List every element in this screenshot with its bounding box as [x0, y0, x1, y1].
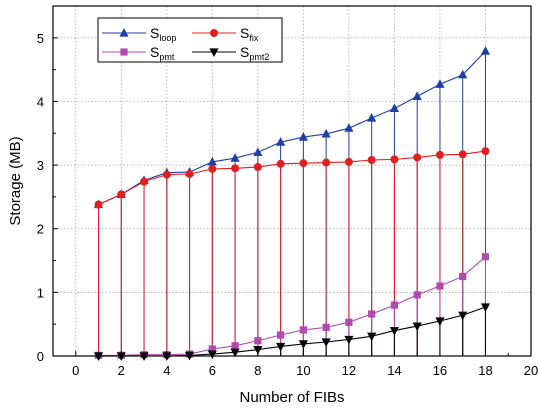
data-point-fix — [185, 170, 194, 178]
data-point-pmt2 — [276, 342, 286, 352]
data-point-pmt — [459, 272, 467, 281]
data-point-fix — [390, 155, 399, 164]
x-tick-label: 2 — [118, 363, 125, 378]
data-point-pmt2 — [367, 332, 377, 342]
data-point-fix — [162, 170, 171, 179]
y-axis-label: Storage (MB) — [7, 136, 24, 225]
x-tick-label: 0 — [72, 363, 79, 378]
data-point-loop — [458, 69, 468, 79]
data-point-fix — [208, 164, 217, 173]
data-point-loop — [230, 153, 240, 162]
data-point-fix — [94, 200, 103, 209]
data-point-pmt — [481, 253, 490, 261]
x-tick-label: 16 — [433, 363, 447, 378]
data-point-loop — [480, 46, 491, 55]
legend-label-loop: Sloop — [150, 25, 176, 43]
legend-label-fix: Sfix — [240, 25, 259, 43]
y-tick-label: 0 — [37, 349, 44, 364]
data-point-pmt2 — [116, 352, 126, 361]
data-point-pmt — [208, 345, 216, 353]
data-point-loop — [344, 123, 354, 132]
legend-label-pmt2: Spmt2 — [240, 44, 269, 62]
series-line-pmt — [98, 256, 486, 356]
y-tick-label: 4 — [37, 94, 44, 109]
series-line-fix — [98, 150, 486, 206]
data-point-pmt — [231, 342, 239, 350]
data-point-pmt2 — [435, 317, 445, 326]
data-point-pmt — [277, 331, 285, 339]
data-point-loop — [435, 79, 445, 88]
x-axis-label: Number of FIBs — [239, 389, 344, 406]
legend-marker-pmt — [120, 48, 128, 56]
data-point-pmt — [436, 282, 444, 290]
data-point-loop — [412, 91, 422, 100]
data-point-pmt2 — [458, 311, 468, 321]
data-point-pmt — [299, 326, 307, 334]
data-point-fix — [253, 163, 262, 171]
data-point-pmt2 — [480, 303, 491, 312]
data-point-loop — [298, 132, 308, 141]
data-point-pmt — [322, 323, 330, 331]
data-point-fix — [276, 159, 285, 168]
legend-box — [97, 17, 283, 63]
series-lines — [98, 50, 486, 357]
data-point-loop — [253, 147, 263, 156]
data-point-pmt2 — [139, 352, 149, 361]
data-point-pmt — [390, 301, 399, 309]
x-tick-label: 20 — [524, 363, 538, 378]
plot-frame — [52, 5, 532, 357]
legend-label-pmt: Spmt — [150, 44, 175, 62]
y-tick-label: 5 — [37, 31, 44, 46]
series-markers — [93, 46, 491, 361]
data-point-fix — [231, 164, 240, 173]
data-point-fix — [367, 156, 376, 164]
x-tick-label: 6 — [209, 363, 216, 378]
data-point-pmt — [413, 291, 421, 299]
data-point-pmt2 — [298, 340, 308, 349]
x-tick-label: 12 — [342, 363, 356, 378]
data-point-fix — [117, 190, 126, 199]
y-tick-label: 1 — [37, 285, 44, 300]
data-point-loop — [389, 103, 400, 113]
x-tick-label: 18 — [478, 363, 492, 378]
series-line-pmt2 — [98, 306, 486, 357]
data-point-fix — [458, 150, 467, 159]
data-point-fix — [435, 150, 444, 159]
data-point-pmt2 — [389, 326, 400, 336]
data-point-pmt2 — [230, 348, 240, 358]
legend-marker-fix — [210, 29, 218, 37]
data-point-loop — [321, 128, 331, 138]
data-point-pmt — [254, 337, 262, 345]
data-point-pmt2 — [162, 352, 172, 361]
data-point-loop — [207, 156, 217, 166]
data-point-fix — [481, 147, 490, 156]
data-point-fix — [140, 177, 149, 186]
y-tick-label: 3 — [37, 158, 44, 173]
legend: Sloop Sfix Spmt Spmt2 — [97, 17, 283, 63]
data-point-fix — [344, 157, 353, 166]
x-tick-label: 4 — [163, 363, 170, 378]
drop-lines — [98, 51, 486, 356]
data-point-pmt2 — [412, 322, 422, 332]
data-point-pmt — [345, 318, 353, 326]
data-point-pmt2 — [253, 346, 263, 355]
data-point-pmt2 — [93, 352, 104, 361]
legend-marker-loop — [119, 28, 129, 37]
data-point-loop — [276, 137, 286, 146]
x-tick-label: 8 — [254, 363, 261, 378]
data-point-fix — [322, 158, 331, 167]
data-point-fix — [413, 153, 422, 162]
x-tick-label: 14 — [387, 363, 401, 378]
series-line-loop — [98, 50, 486, 206]
y-tick-label: 2 — [37, 222, 44, 237]
data-point-fix — [299, 159, 308, 168]
data-point-pmt2 — [321, 338, 331, 347]
data-point-loop — [367, 113, 377, 122]
data-point-pmt2 — [344, 335, 354, 345]
x-tick-label: 10 — [296, 363, 310, 378]
data-point-pmt — [368, 310, 376, 318]
legend-marker-pmt2 — [209, 48, 219, 57]
